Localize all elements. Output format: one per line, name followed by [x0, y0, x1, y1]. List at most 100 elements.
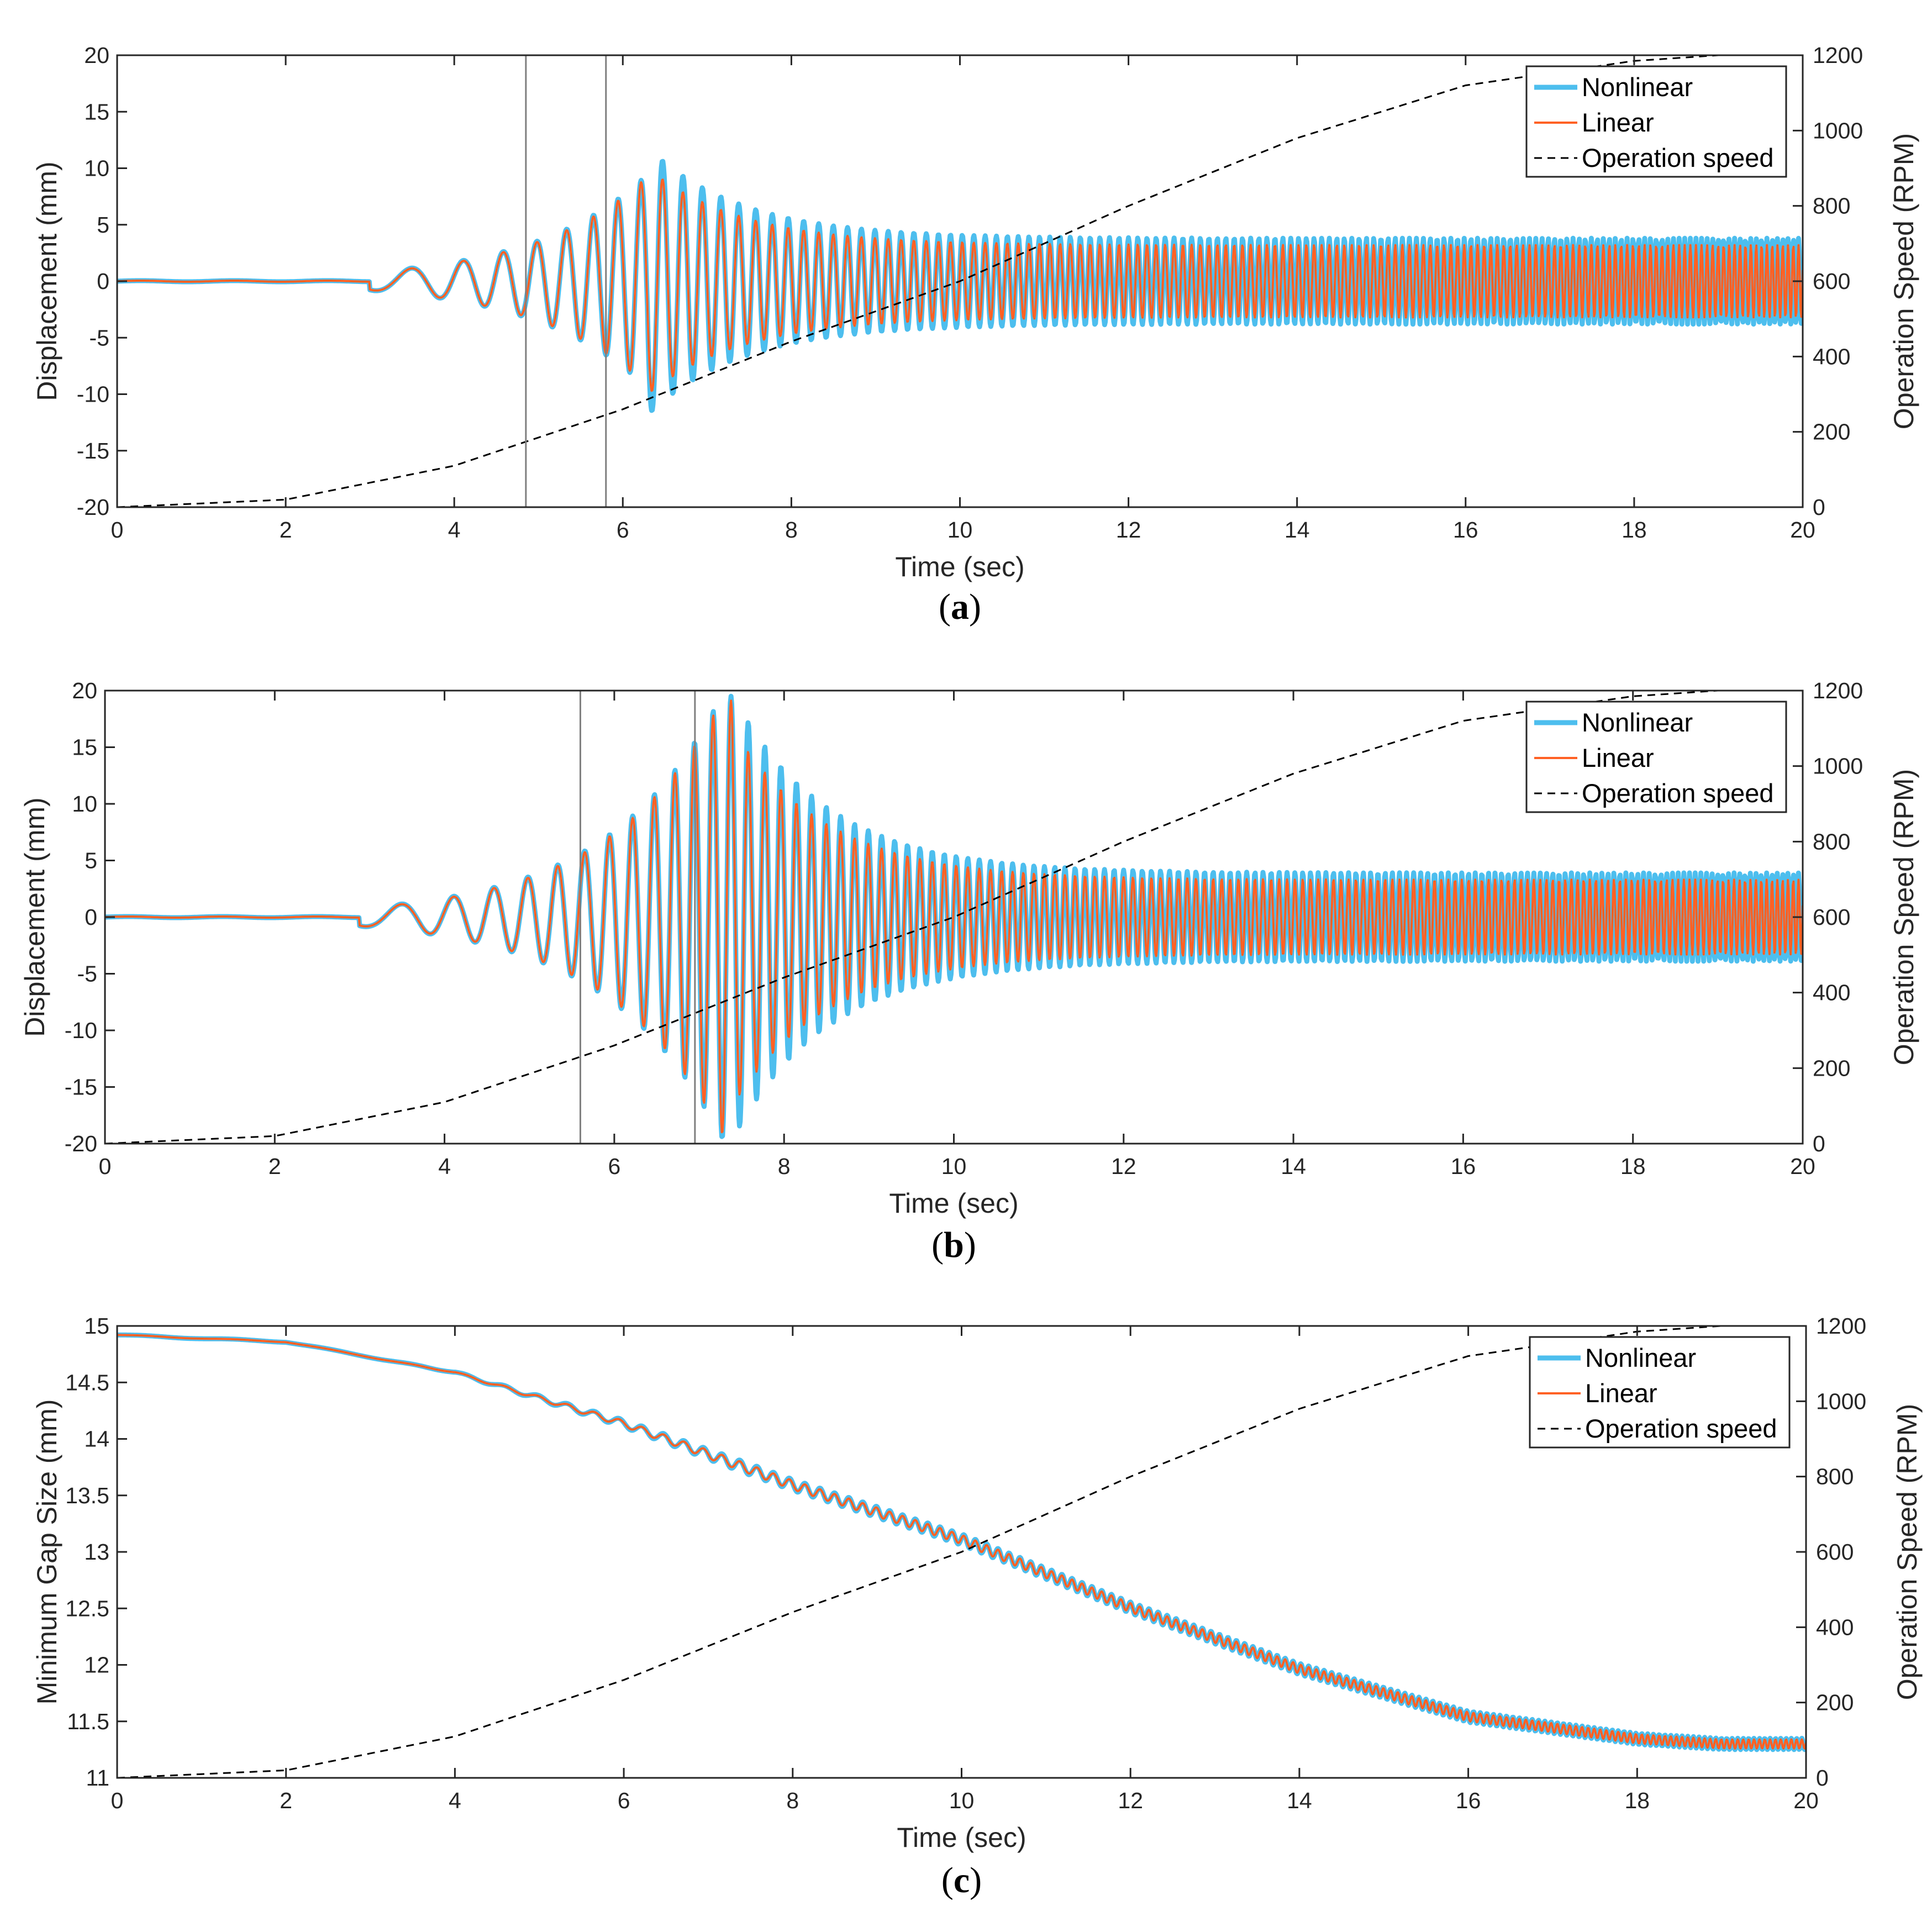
chart-panel-b: 0 2 4 6 8 10 12 14 16 18 20 20 15 10 5 0 -5 -10 -15 -20 1200… [19, 678, 1919, 1265]
series-operation-speed-line [117, 55, 1803, 507]
x-tick-label: 10 [941, 1154, 967, 1179]
y2-tick-label: 800 [1813, 193, 1850, 219]
y-tick-label: 11 [86, 1765, 109, 1791]
x-tick-label: 8 [786, 1788, 799, 1813]
y2-tick-label: 0 [1813, 1131, 1825, 1156]
legend-linear-label: Linear [1585, 1378, 1657, 1408]
y-tick-label: 15 [84, 1313, 109, 1339]
x-tick-label: 14 [1281, 1154, 1306, 1179]
x-tick-label: 4 [448, 517, 461, 543]
y-tick-label: 15 [84, 99, 109, 124]
y-tick-label: 20 [84, 43, 109, 68]
series-operation-speed-line [105, 691, 1803, 1144]
x-tick-label: 10 [947, 517, 973, 543]
x-tick-label: 18 [1620, 1154, 1646, 1179]
y-tick-label: -10 [77, 382, 109, 407]
caption-paren-open: ( [931, 1225, 944, 1265]
x-tick-label: 14 [1287, 1788, 1312, 1813]
x-tick-label: 12 [1111, 1154, 1136, 1179]
caption-letter: b [944, 1225, 964, 1265]
caption-paren-close: ) [970, 1860, 982, 1901]
x-tick-label: 6 [608, 1154, 620, 1179]
legend-operation-speed-label: Operation speed [1582, 778, 1774, 808]
y-tick-label: 13 [84, 1539, 109, 1565]
legend: Nonlinear Linear Operation speed [1525, 65, 1787, 178]
x-tick-label: 0 [111, 517, 124, 543]
plot-area [117, 1326, 1806, 1778]
y2-tick-label: 1200 [1816, 1313, 1866, 1339]
x-tick-label: 16 [1456, 1788, 1481, 1813]
x-tick-label: 12 [1118, 1788, 1143, 1813]
y2-tick-label: 1000 [1816, 1388, 1866, 1414]
legend: Nonlinear Linear Operation speed [1529, 1336, 1791, 1449]
y2-tick-label: 200 [1813, 419, 1850, 445]
x-tick-label: 4 [449, 1788, 461, 1813]
panel-caption: (c) [941, 1860, 982, 1901]
y2-axis-label: Operation Speed (RPM) [1892, 1404, 1923, 1700]
y-tick-label: 5 [85, 848, 97, 873]
y2-axis-label: Operation Speed (RPM) [1888, 133, 1919, 429]
legend-nonlinear-label: Nonlinear [1582, 72, 1693, 102]
series-linear-line [105, 699, 1803, 1134]
x-tick-label: 20 [1793, 1788, 1819, 1813]
y2-tick-label: 600 [1813, 904, 1850, 930]
caption-paren-open: ( [941, 1860, 954, 1901]
y-tick-label: -20 [65, 1131, 97, 1156]
series-operation-speed-line [117, 1326, 1806, 1778]
y2-tick-label: 400 [1813, 344, 1850, 369]
x-axis-label: Time (sec) [897, 1822, 1026, 1853]
series-linear-line [117, 178, 1803, 392]
y-tick-label: 12.5 [65, 1596, 109, 1621]
panel-caption: (a) [939, 587, 981, 627]
caption-letter: c [954, 1860, 970, 1901]
legend-operation-speed-label: Operation speed [1582, 143, 1774, 172]
y-tick-label: 0 [85, 904, 97, 930]
legend: Nonlinear Linear Operation speed [1525, 701, 1787, 813]
plot-area [105, 691, 1803, 1144]
caption-paren-close: ) [964, 1225, 976, 1265]
y2-tick-label: 400 [1816, 1614, 1854, 1640]
y-tick-label: 10 [72, 791, 97, 817]
y2-tick-label: 800 [1816, 1464, 1854, 1489]
y-tick-label: -20 [77, 494, 109, 520]
x-tick-label: 8 [778, 1154, 791, 1179]
y-tick-label: -15 [77, 438, 109, 464]
x-tick-label: 0 [99, 1154, 112, 1179]
legend-nonlinear-label: Nonlinear [1582, 708, 1693, 737]
y2-tick-label: 200 [1813, 1055, 1850, 1081]
y2-tick-label: 400 [1813, 980, 1850, 1006]
y-tick-label: 0 [97, 269, 109, 294]
legend-nonlinear-label: Nonlinear [1585, 1343, 1696, 1372]
caption-paren-close: ) [969, 587, 981, 627]
y-tick-label: 14 [84, 1426, 109, 1452]
y-tick-label: -5 [77, 961, 97, 987]
y2-tick-label: 600 [1816, 1539, 1854, 1565]
y2-tick-label: 600 [1813, 269, 1850, 294]
y-tick-label: 5 [97, 212, 109, 238]
x-tick-label: 16 [1453, 517, 1478, 543]
x-tick-label: 2 [280, 517, 292, 543]
x-tick-label: 8 [785, 517, 798, 543]
x-tick-label: 12 [1116, 517, 1141, 543]
y2-tick-label: 1200 [1813, 678, 1863, 703]
y2-tick-label: 800 [1813, 829, 1850, 854]
y-tick-label: 15 [72, 735, 97, 760]
x-tick-label: 0 [111, 1788, 124, 1813]
x-tick-label: 6 [618, 1788, 630, 1813]
legend-linear-label: Linear [1582, 743, 1654, 772]
x-tick-label: 2 [280, 1788, 292, 1813]
y2-axis-label: Operation Speed (RPM) [1888, 769, 1919, 1065]
caption-letter: a [951, 587, 969, 627]
plot-area [117, 55, 1803, 507]
series-linear-line [117, 1334, 1806, 1750]
y2-tick-label: 1000 [1813, 118, 1863, 143]
y2-tick-label: 1000 [1813, 754, 1863, 779]
y-tick-label: -5 [90, 325, 109, 350]
x-tick-label: 20 [1790, 1154, 1815, 1179]
y-tick-label: 20 [72, 678, 97, 703]
y-tick-label: 12 [84, 1652, 109, 1678]
x-tick-label: 14 [1285, 517, 1310, 543]
y-tick-label: 14.5 [65, 1370, 109, 1395]
y2-tick-label: 0 [1816, 1765, 1829, 1791]
